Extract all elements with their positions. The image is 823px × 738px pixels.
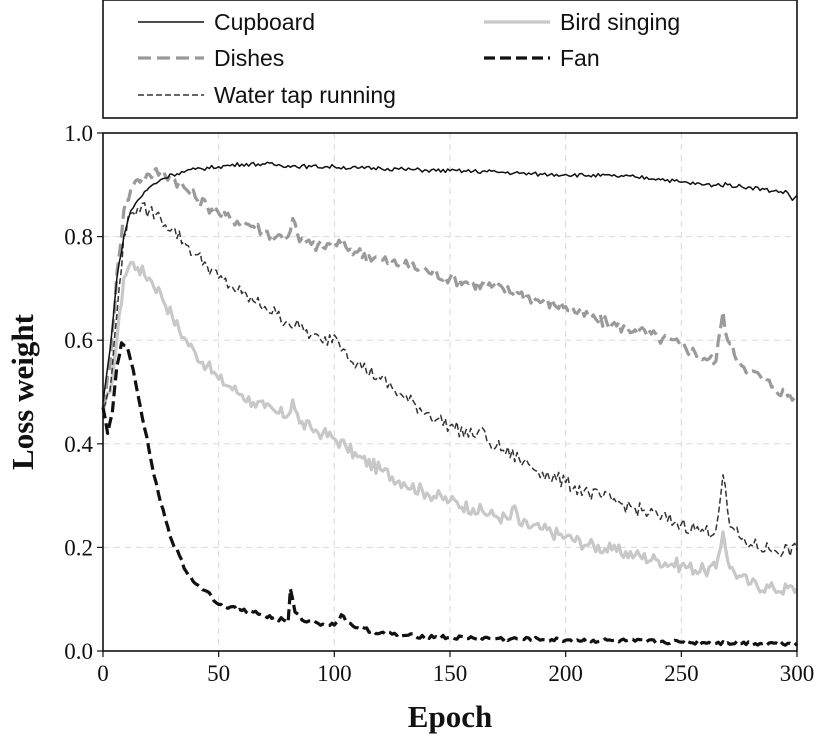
x-tick-label: 200	[548, 661, 583, 686]
series-line-water-tap-running	[102, 202, 798, 558]
y-axis-title: Loss weight	[5, 313, 40, 470]
legend-label: Water tap running	[214, 82, 396, 108]
legend-label: Cupboard	[214, 9, 315, 35]
y-tick-label: 0.2	[64, 535, 93, 560]
y-tick-label: 0.4	[64, 432, 93, 457]
y-tick-label: 0.8	[64, 225, 93, 250]
legend: Cupboard Dishes Water tap running Bird sing…	[102, 0, 798, 119]
y-tick-label: 0.6	[64, 328, 93, 353]
y-tick-label: 0.0	[64, 639, 93, 664]
series-lines	[101, 161, 799, 647]
axis-ticks: 0 50 100 150 200 250 300 0.0 0.2 0.4 0.6 0.8 1.0	[64, 121, 814, 686]
grid	[103, 133, 797, 651]
series-line-fan	[101, 341, 799, 647]
x-tick-label: 50	[207, 661, 230, 686]
x-axis-title: Epoch	[408, 699, 492, 734]
x-tick-label: 100	[317, 661, 352, 686]
series-line-dishes	[101, 167, 799, 408]
x-tick-label: 0	[97, 661, 109, 686]
series-line-cupboard	[102, 161, 798, 403]
series-line-bird-singing	[101, 260, 799, 596]
legend-label: Bird singing	[560, 9, 680, 35]
y-tick-label: 1.0	[64, 121, 93, 146]
legend-label: Dishes	[214, 45, 284, 71]
x-tick-label: 150	[433, 661, 468, 686]
x-tick-label: 250	[664, 661, 699, 686]
x-tick-label: 300	[780, 661, 815, 686]
legend-label: Fan	[560, 45, 600, 71]
legend-frame	[102, 0, 798, 119]
